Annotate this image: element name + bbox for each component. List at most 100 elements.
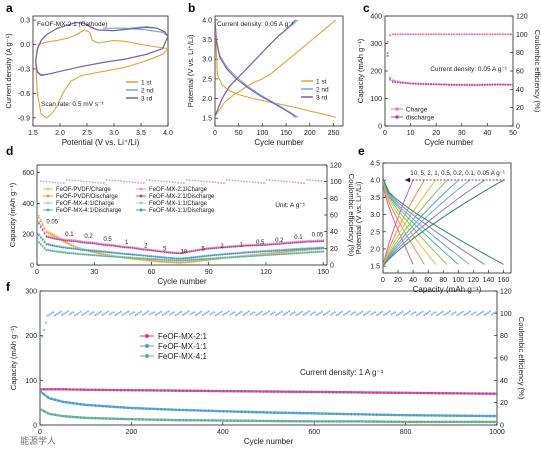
capacity-point — [412, 391, 415, 395]
ce-point — [65, 311, 67, 314]
discharge-point — [156, 250, 159, 253]
discharge-point — [322, 247, 325, 249]
capacity-point — [218, 389, 221, 393]
discharge-point — [186, 251, 189, 254]
discharge-point — [312, 240, 315, 243]
capacity-point — [302, 390, 306, 394]
discharge-point — [97, 250, 99, 253]
discharge-point — [181, 252, 183, 255]
ce-point — [240, 180, 243, 183]
discharge-point — [312, 251, 315, 254]
capacity-point — [309, 390, 313, 394]
capacity-point — [46, 395, 50, 399]
capacity-point — [174, 418, 177, 422]
ce-point — [280, 180, 283, 183]
capacity-point — [115, 417, 119, 421]
capacity-point — [214, 419, 218, 422]
discharge-point — [190, 250, 193, 253]
capacity-point — [240, 410, 243, 414]
capacity-point — [126, 406, 130, 410]
capacity-point — [492, 392, 496, 396]
discharge-point — [223, 257, 225, 259]
capacity-point — [466, 392, 470, 395]
annotation: Current density: 1 A g⁻¹ — [300, 368, 384, 377]
discharge-point — [213, 257, 216, 260]
discharge-point — [78, 253, 80, 256]
discharge-point — [179, 259, 182, 262]
ce-point — [224, 312, 227, 315]
discharge-point — [123, 256, 126, 259]
plot-area — [215, 19, 337, 118]
rate-label: 2 — [220, 244, 224, 250]
discharge-point — [188, 261, 191, 263]
rate-label: 0.1 — [65, 232, 74, 238]
ce-point — [55, 313, 58, 316]
capacity-point — [470, 414, 474, 418]
discharge-point — [131, 253, 134, 256]
discharge-point — [240, 245, 243, 248]
ce-point — [271, 312, 274, 315]
discharge-point — [108, 255, 111, 258]
ce-point — [131, 181, 134, 184]
discharge-point — [51, 250, 54, 253]
ce-point — [183, 182, 185, 185]
y-tick-label: 200 — [22, 232, 34, 239]
discharge-point — [496, 83, 499, 86]
discharge-point — [499, 83, 502, 86]
capacity-point — [397, 413, 401, 417]
capacity-point — [357, 420, 360, 423]
discharge-point — [289, 249, 292, 251]
discharge-point — [175, 259, 178, 262]
y-axis-label: Current density (A g⁻¹) — [4, 33, 13, 109]
capacity-point — [137, 388, 141, 392]
ce-point — [151, 179, 154, 182]
discharge-point — [59, 246, 61, 249]
ce-point — [176, 313, 179, 316]
ce-point — [263, 182, 265, 185]
ce-point — [77, 311, 80, 314]
ce-point — [211, 312, 214, 315]
capacity-point — [419, 420, 423, 424]
capacity-point — [371, 420, 375, 423]
x-tick-label: 2.5 — [82, 130, 92, 137]
discharge-point — [43, 227, 46, 230]
ce-point — [193, 311, 195, 314]
capacity-point — [196, 389, 199, 393]
discharge-point — [131, 257, 134, 259]
discharge-point — [68, 240, 71, 242]
ce-point — [480, 311, 482, 314]
discharge-curve — [383, 178, 470, 265]
discharge-point — [60, 246, 63, 249]
capacity-point — [466, 414, 470, 418]
ce-point — [251, 312, 254, 315]
ce-point — [293, 311, 296, 314]
annotation: Current density: 0.05 A g⁻¹ — [217, 21, 295, 28]
discharge-point — [481, 84, 484, 86]
discharge-point — [76, 248, 78, 251]
discharge-point — [93, 251, 96, 254]
discharge-curve — [383, 178, 448, 265]
discharge-point — [146, 255, 149, 257]
ce-point — [401, 33, 404, 36]
ce-point — [200, 180, 203, 183]
capacity-point — [53, 388, 57, 391]
ce-point — [274, 179, 277, 182]
capacity-point — [148, 389, 152, 392]
discharge-point — [83, 241, 86, 244]
ce-point — [125, 311, 128, 314]
capacity-point — [360, 413, 364, 416]
ce-point — [257, 313, 259, 316]
ce-point — [483, 33, 486, 36]
capacity-point — [346, 420, 349, 423]
ce-point — [254, 181, 257, 184]
y2-tick-label: 60 — [500, 356, 508, 363]
ce-point — [83, 312, 86, 315]
capacity-point — [97, 416, 101, 420]
discharge-point — [234, 252, 237, 255]
discharge-point — [64, 241, 67, 244]
discharge-point — [165, 259, 168, 261]
discharge-point — [85, 253, 88, 256]
ce-point — [481, 310, 484, 313]
charge-point — [53, 233, 56, 236]
discharge-point — [45, 243, 48, 246]
